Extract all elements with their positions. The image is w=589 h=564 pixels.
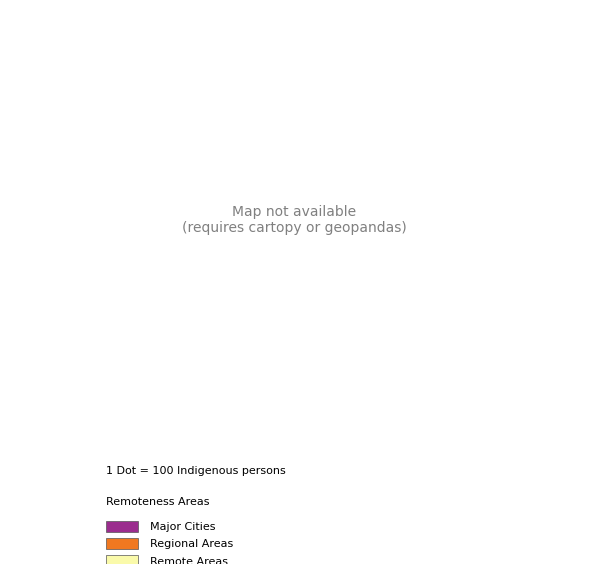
Text: Regional Areas: Regional Areas — [150, 539, 233, 549]
Text: 1 Dot = 100 Indigenous persons: 1 Dot = 100 Indigenous persons — [106, 466, 286, 476]
FancyBboxPatch shape — [106, 556, 138, 564]
FancyBboxPatch shape — [106, 521, 138, 532]
Text: Remoteness Areas: Remoteness Areas — [106, 497, 210, 507]
Text: Remote Areas: Remote Areas — [150, 557, 228, 564]
FancyBboxPatch shape — [106, 538, 138, 549]
Text: Major Cities: Major Cities — [150, 522, 216, 532]
Text: Map not available
(requires cartopy or geopandas): Map not available (requires cartopy or g… — [182, 205, 407, 235]
